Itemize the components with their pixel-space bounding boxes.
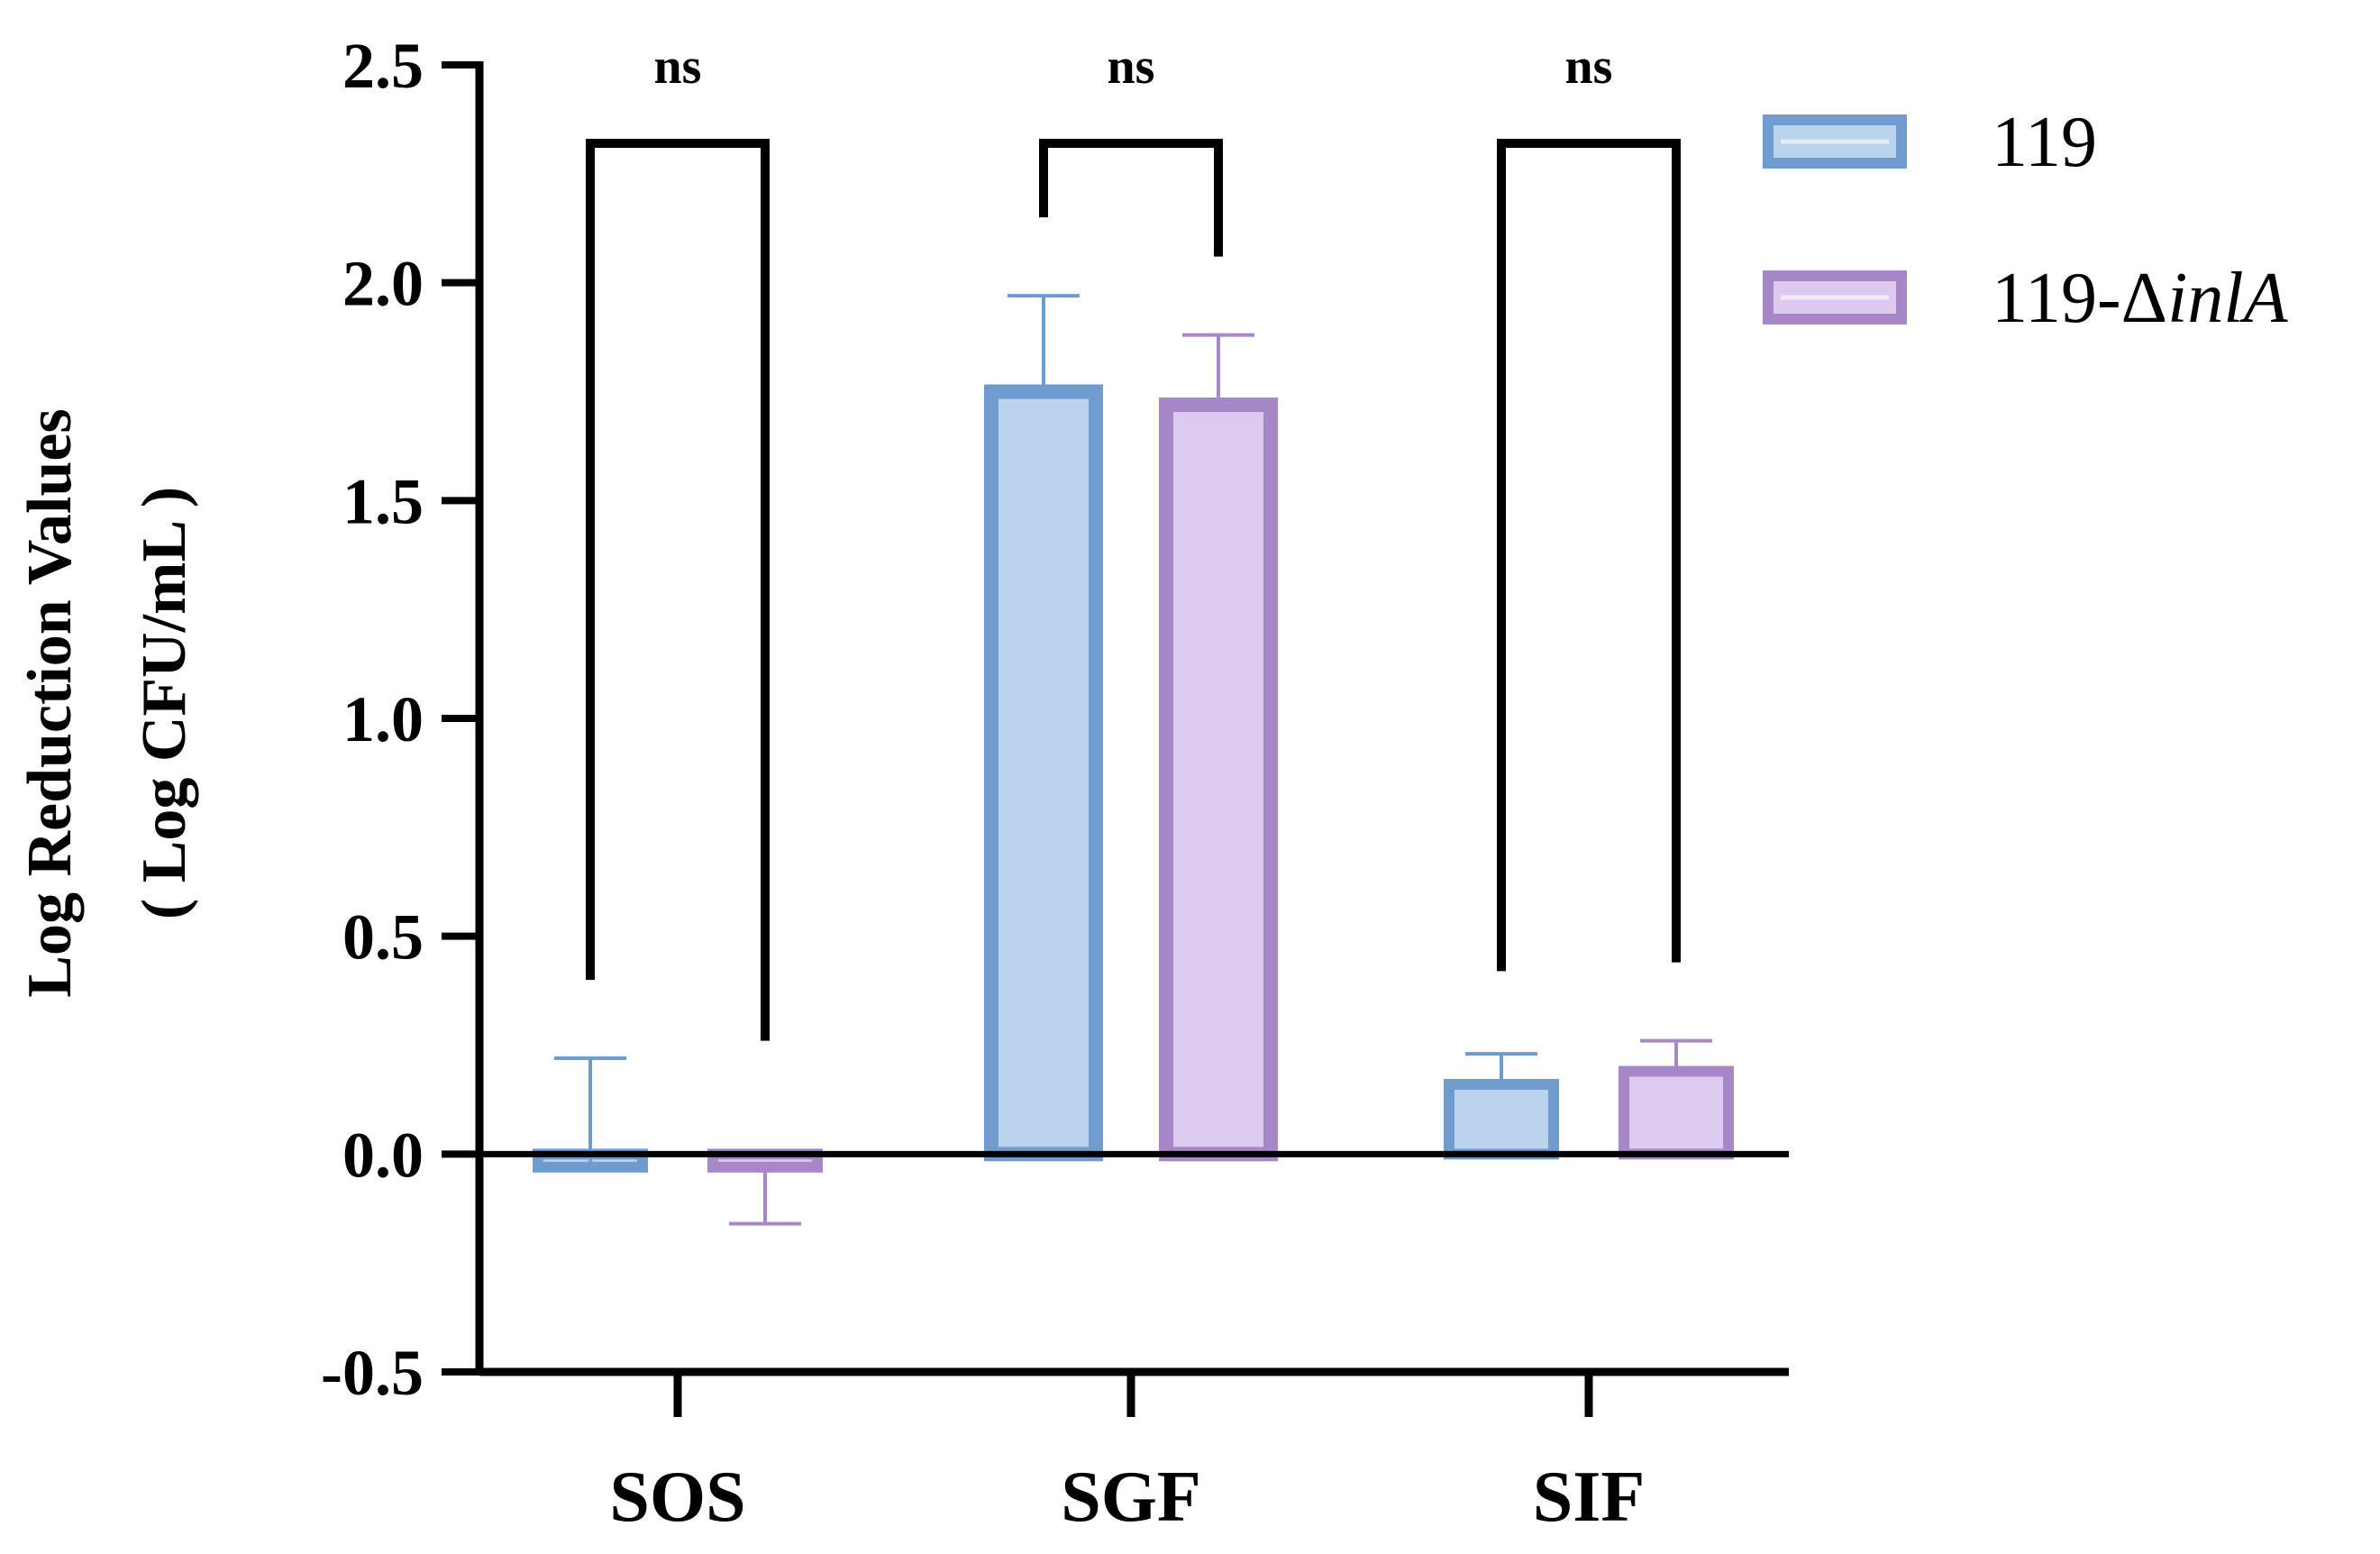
y-tick-label: 2.5	[342, 30, 424, 102]
bar	[1619, 1065, 1734, 1160]
significance-bracket	[1497, 139, 1681, 972]
significance-label: ns	[654, 39, 702, 95]
significance-bracket	[1039, 139, 1223, 257]
bar	[1159, 398, 1278, 1162]
x-tick-label: SGF	[1061, 1458, 1201, 1537]
legend: 119 119-ΔinlA	[1763, 103, 2289, 338]
x-tick-label: SIF	[1533, 1458, 1646, 1537]
bar	[1444, 1079, 1559, 1160]
bars	[533, 294, 1734, 1226]
legend-label: 119-ΔinlA	[1992, 259, 2289, 338]
y-axis-title-line2: ( Log CFU/mL )	[130, 487, 199, 919]
y-tick-label: 0.0	[342, 1119, 424, 1191]
y-tick-label: -0.5	[321, 1337, 424, 1409]
significance-label: ns	[1565, 39, 1613, 95]
y-axis-title-line1: Log Reduction Values	[15, 408, 85, 997]
y-axis: 2.5 2.0 1.5 1.0 0.5 0.0 -0.5	[321, 30, 479, 1409]
y-tick-label: 1.5	[342, 465, 424, 537]
bar	[984, 384, 1103, 1162]
x-axis: SOS SGF SIF	[609, 1372, 1645, 1537]
significance-label: ns	[1108, 39, 1155, 95]
axes	[475, 61, 1789, 1376]
y-tick-label: 0.5	[342, 901, 424, 974]
y-tick-label: 2.0	[342, 248, 424, 320]
y-tick-label: 1.0	[342, 683, 424, 755]
y-axis-title: Log Reduction Values ( Log CFU/mL )	[15, 408, 199, 997]
significance-brackets: ns ns ns	[586, 39, 1681, 1041]
significance-bracket	[586, 139, 770, 1041]
x-tick-label: SOS	[609, 1458, 745, 1537]
legend-label: 119	[1992, 103, 2097, 182]
